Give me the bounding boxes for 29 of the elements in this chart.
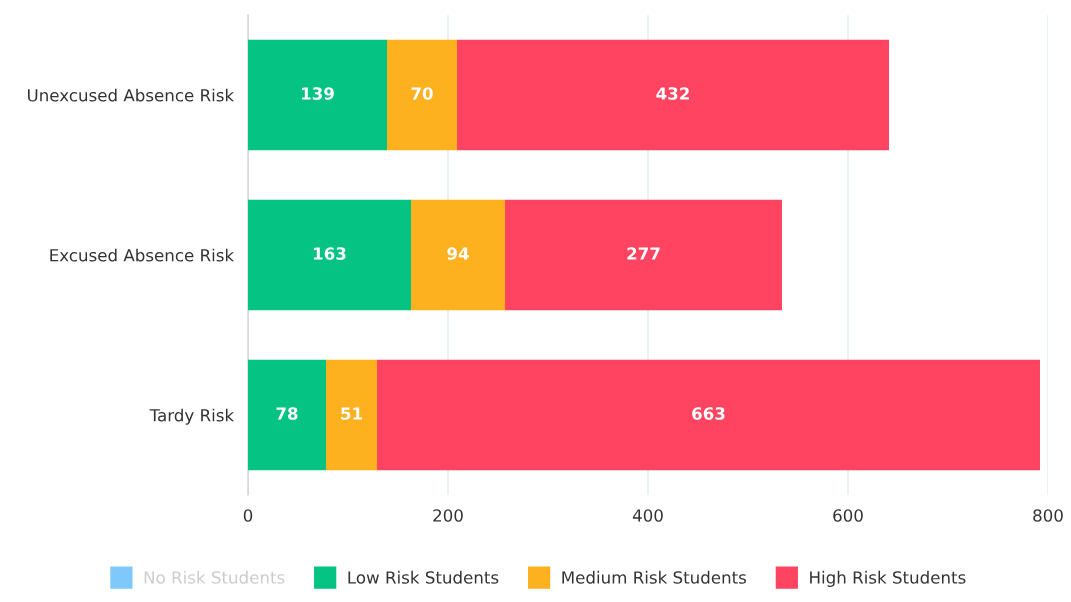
legend-label: Low Risk Students	[348, 570, 499, 584]
x-tick-label: 400	[632, 509, 663, 522]
x-tick-label: 0	[243, 509, 253, 522]
bar	[248, 359, 326, 471]
data-label: 432	[656, 87, 689, 100]
x-tick-label: 600	[833, 509, 863, 522]
data-label: 277	[627, 247, 660, 260]
x-tick-label: 800	[1033, 509, 1063, 522]
x-tick-label: 200	[433, 509, 463, 522]
data-label: 70	[411, 87, 433, 100]
bar	[457, 39, 889, 151]
bar	[248, 39, 387, 151]
bar	[326, 359, 377, 471]
data-label: 163	[313, 247, 346, 260]
legend-label: High Risk Students	[810, 570, 966, 587]
data-label: 663	[692, 407, 725, 420]
bar	[411, 199, 505, 311]
data-label: 78	[276, 407, 298, 420]
y-tick-label: Tardy Risk	[149, 408, 235, 425]
data-label: 94	[447, 247, 469, 260]
bar	[248, 199, 411, 311]
bar	[387, 39, 457, 151]
data-label: 139	[301, 87, 334, 100]
bar	[377, 359, 1040, 471]
bar	[505, 199, 782, 311]
y-tick-label: Excused Absence Risk	[50, 248, 235, 262]
y-tick-label: Unexcused Absence Risk	[27, 88, 235, 102]
data-label: 51	[341, 407, 362, 420]
legend-label: Medium Risk Students	[562, 570, 747, 584]
